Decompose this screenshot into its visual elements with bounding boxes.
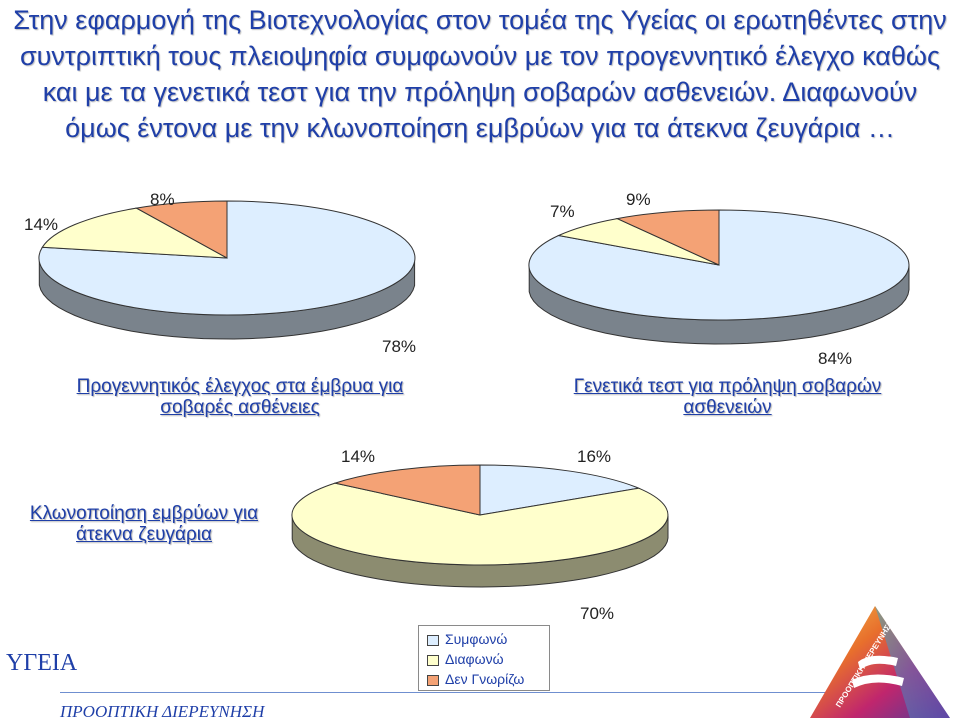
pie-3-slice-Συμφωνώ	[479, 464, 641, 516]
legend-swatch	[427, 634, 439, 646]
pie-2	[528, 209, 910, 345]
pie-3-side-Διαφωνώ	[291, 515, 669, 588]
footer-divider	[60, 692, 830, 693]
pie-1-slice-Συμφωνώ	[38, 200, 416, 316]
pie-2-slice-Διαφωνώ	[556, 218, 720, 266]
pie-3-slice-Δεν Γνωρίζω	[333, 464, 481, 516]
pie-1-slice-Διαφωνώ	[41, 207, 228, 259]
pie1-label-den-gnorizo: 8%	[150, 190, 175, 209]
legend-item-symfono: Συμφωνώ	[427, 630, 507, 648]
legend-label: Συμφωνώ	[445, 631, 508, 647]
legend-label: Διαφωνώ	[445, 651, 504, 667]
pie3-label-diafono: 70%	[580, 604, 615, 623]
pie2-title: Γενετικά τεστ για πρόληψη σοβαρών ασθενε…	[573, 376, 882, 418]
pie3-label-den-gnorizo: 14%	[341, 447, 376, 466]
pie-1-side-Συμφωνώ	[38, 261, 416, 340]
legend-item-diafono: Διαφωνώ	[427, 650, 504, 668]
pie-2-slice-Συμφωνώ	[528, 209, 910, 321]
pie2-label-diafono: 7%	[550, 202, 575, 221]
chart-legend: Συμφωνώ Διαφωνώ Δεν Γνωρίζω	[418, 625, 550, 691]
pie3-label-symfono: 16%	[577, 447, 612, 466]
legend-label: Δεν Γνωρίζω	[445, 671, 525, 687]
footer-brand-text: ΠΡΟΟΠΤΙΚΗ ΔΙΕΡΕΥΝΗΣΗ	[60, 702, 265, 721]
pie-2-slice-Δεν Γνωρίζω	[615, 209, 720, 266]
pie1-label-diafono: 14%	[24, 215, 59, 234]
pie2-label-den-gnorizo: 9%	[626, 190, 651, 209]
legend-swatch	[427, 654, 439, 666]
legend-swatch	[427, 674, 439, 686]
legend-item-den-gnorizo: Δεν Γνωρίζω	[427, 670, 524, 688]
pie-3-slice-Διαφωνώ	[291, 482, 669, 566]
prooptiki-logo: ΠΡΟΟΠΤΙΚΗ ΔΙΕΡΕΥΝΗΣΗ	[810, 606, 950, 718]
pie1-label-symfono: 78%	[382, 337, 417, 356]
pie-2-side-Συμφωνώ	[528, 265, 910, 345]
page-title: Στην εφαρμογή της Βιοτεχνολογίας στον το…	[13, 5, 947, 143]
footer-section-label: ΥΓΕΙΑ	[6, 650, 78, 676]
pie2-label-symfono: 84%	[818, 349, 853, 368]
pie-3	[291, 464, 669, 588]
pie-1	[38, 200, 416, 340]
pie1-title: Προγεννητικός έλεγχος στα έμβρυα για σοβ…	[76, 376, 404, 418]
pie3-title: Κλωνοποίηση εμβρύων για άτεκνα ζευγάρια	[29, 503, 259, 545]
